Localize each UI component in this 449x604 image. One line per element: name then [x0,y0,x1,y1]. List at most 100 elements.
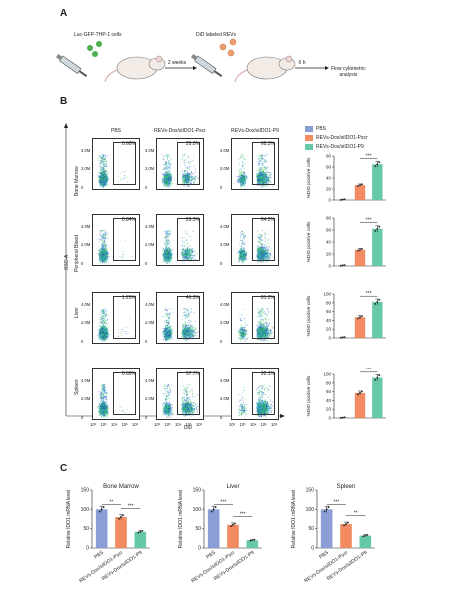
data-point [359,184,361,187]
flow-x-tick: 10⁶ [271,422,278,427]
data-point [345,523,347,525]
data-point [323,510,326,513]
y-tick-label: 0 [328,336,331,341]
data-point [378,298,381,301]
flow-gate [113,142,137,185]
gate-percentage: 29.0% [185,141,200,147]
flow-x-tick: 10² [90,422,97,427]
column-header-pbs: PBS [110,128,122,134]
data-point [341,198,344,201]
data-point [339,336,342,339]
did-axis-label: DiD [183,425,193,431]
data-point [343,524,345,527]
data-point [366,534,369,536]
flow-y-tick: 2.0M [81,320,91,326]
flow-y-tick: 2.0M [145,166,155,172]
row-label-peripheral-blood: Peripheral Blood [74,235,80,272]
gate-percentage: 46.3% [185,295,200,301]
significance-label: ** [354,511,358,517]
legend-label-pbs: PBS [316,125,327,132]
y-tick-label: 0 [198,546,201,552]
legend-swatch-pscr [305,134,313,141]
data-point [364,534,367,537]
data-point [212,508,215,511]
data-point [339,417,342,419]
y-tick-label: 0 [86,546,89,552]
bar [354,185,366,200]
data-point [343,198,346,201]
flow-y-tick: 4.0M [81,224,91,229]
bar-chart-liver-ido1: Liver Relative IDO1 mRNA level 0 50 100 150 PB… [178,484,262,584]
chart-title: Bone Marrow [103,484,139,490]
data-point [251,539,254,542]
y-tick-label: 20 [326,187,332,192]
y-tick-label: 150 [306,488,315,494]
data-point [378,225,381,228]
legend-label-pscr: REVs-Dox/siIDO1-Pscr [316,134,368,141]
two-weeks-label: 2 weeks [167,60,187,66]
flow-plot: 29.0% [156,138,204,190]
flow-x-tick: 10³ [164,422,171,427]
flow-gate [177,142,201,185]
data-point [374,229,377,232]
flow-y-tick: 4.0M [220,378,230,383]
data-point [100,508,103,511]
y-tick-label: 0 [328,416,331,421]
y-tick-label: 40 [326,398,332,403]
y-axis-label: %DiD positive cells [306,295,312,336]
flow-y-tick: 0 [220,261,223,267]
flow-y-tick: 0 [145,185,148,191]
column-header-p9: REVs-Dox/siIDO1-P9 [231,128,279,134]
flow-gate [252,218,276,261]
flow-y-tick: 2.0M [81,242,91,248]
y-axis-label: %DiD positive cells [306,375,312,416]
legend-label-p9: REVs-Dox/siIDO1-P9 [316,143,364,150]
flow-y-tick: 4.0M [145,302,155,307]
significance-label: *** [366,368,372,373]
data-point [327,506,330,509]
flow-y-tick: 0 [220,339,223,345]
data-point [374,303,377,305]
flow-plot: 0.84% [92,214,140,266]
y-tick-label: 0 [328,264,331,269]
gate-percentage: 0.69% [121,371,136,377]
data-point [230,525,232,527]
data-point [214,506,217,509]
bar [134,531,147,548]
schematic-illustration [56,38,329,83]
y-tick-label: 50 [83,526,89,532]
significance-label: *** [366,291,372,297]
cell-icon [92,51,98,57]
bar-chart-spleen-ido1: Spleen Relative IDO1 mRNA level 0 50 100 150 P… [291,484,375,584]
flow-y-tick: 4.0M [145,378,155,383]
data-point [343,264,346,267]
y-tick-label: 20 [326,327,332,332]
y-tick-label: 40 [326,240,332,245]
rev-icon [227,49,235,57]
ssc-axis-label: SSC-A [64,254,70,270]
row-label-bone-marrow: Bone Marrow [74,166,80,196]
data-point [341,336,344,339]
flow-x-tick: 10⁵ [121,422,128,427]
legend-item-pbs: PBS [305,124,368,133]
flow-y-tick: 4.0M [145,148,155,153]
flow-y-tick: 2.0M [145,396,155,402]
bar [320,509,333,548]
data-point [102,506,105,509]
bar [354,392,366,418]
flow-y-tick: 2.0M [220,242,230,248]
flow-y-tick: 0 [81,261,84,267]
y-tick-label: 100 [193,507,202,513]
data-point [357,249,359,252]
data-point [122,514,124,517]
flow-gate [252,296,276,339]
data-point [253,538,256,541]
legend-item-pscr: REVs-Dox/siIDO1-Pscr [305,133,368,142]
y-tick-label: 20 [326,407,332,412]
flow-gate [177,372,201,415]
legend-item-p9: REVs-Dox/siIDO1-P9 [305,142,368,151]
data-point [359,248,361,251]
flow-gate [177,296,201,339]
data-point [378,161,381,164]
y-tick-label: 80 [326,300,332,305]
